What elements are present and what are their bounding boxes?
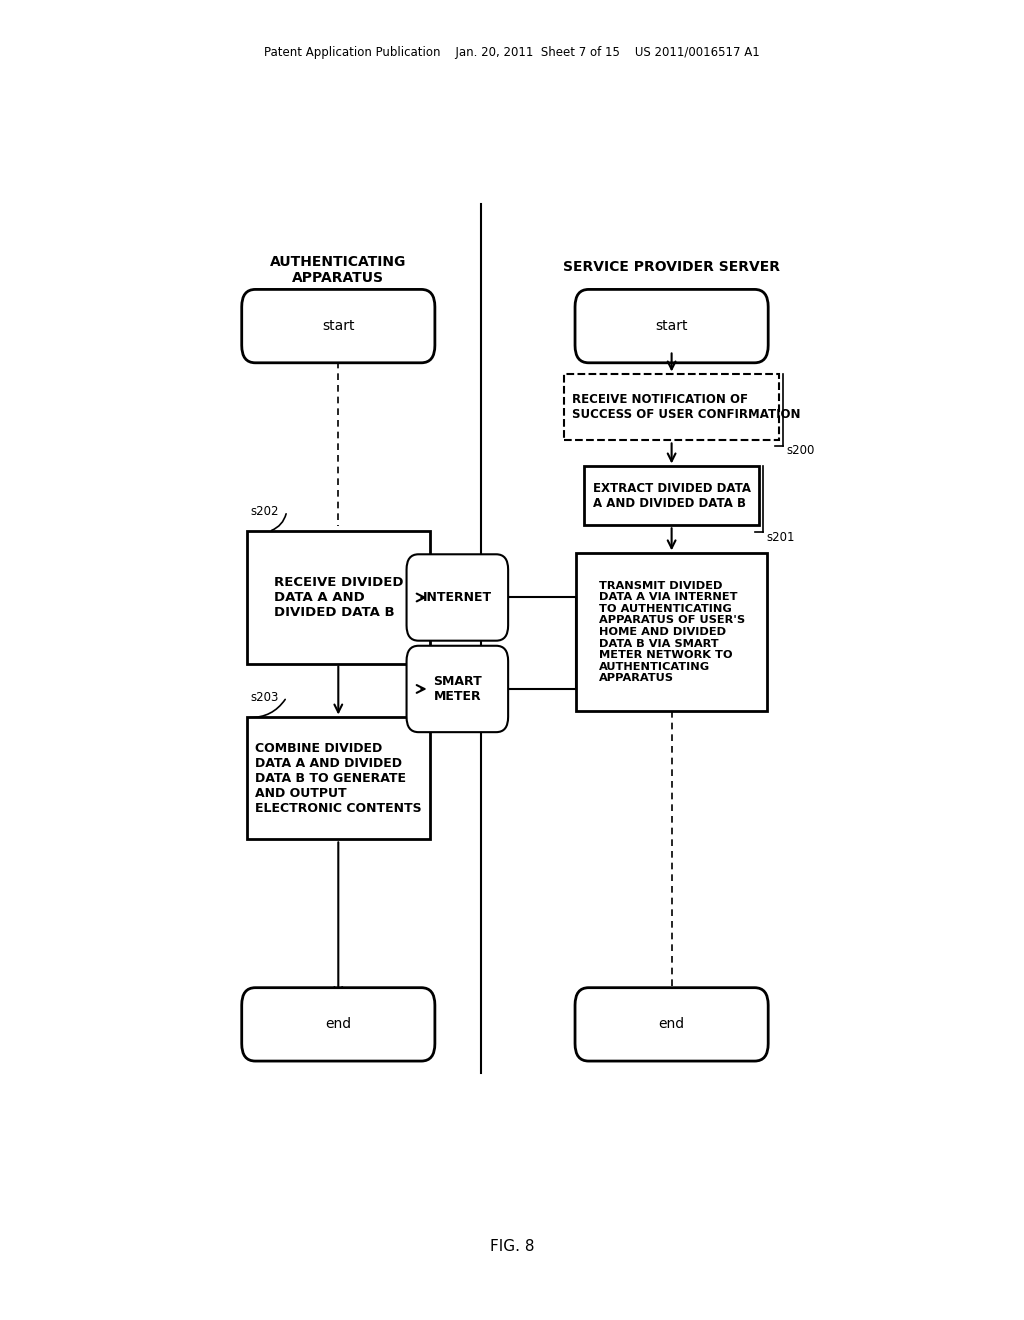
Text: Patent Application Publication    Jan. 20, 2011  Sheet 7 of 15    US 2011/001651: Patent Application Publication Jan. 20, … [264,46,760,59]
Text: end: end [658,1018,685,1031]
Text: EXTRACT DIVIDED DATA
A AND DIVIDED DATA B: EXTRACT DIVIDED DATA A AND DIVIDED DATA … [593,482,751,510]
Text: COMBINE DIVIDED
DATA A AND DIVIDED
DATA B TO GENERATE
AND OUTPUT
ELECTRONIC CONT: COMBINE DIVIDED DATA A AND DIVIDED DATA … [255,742,422,814]
Text: start: start [323,319,354,333]
Bar [577,553,767,710]
Bar [564,375,779,441]
Bar [247,532,430,664]
Bar [247,718,430,840]
Text: SERVICE PROVIDER SERVER: SERVICE PROVIDER SERVER [563,260,780,275]
FancyBboxPatch shape [242,289,435,363]
FancyBboxPatch shape [575,987,768,1061]
Text: SMART
METER: SMART METER [433,675,481,704]
Text: s202: s202 [250,504,279,517]
Text: TRANSMIT DIVIDED
DATA A VIA INTERNET
TO AUTHENTICATING
APPARATUS OF USER'S
HOME : TRANSMIT DIVIDED DATA A VIA INTERNET TO … [599,581,744,684]
Text: RECEIVE NOTIFICATION OF
SUCCESS OF USER CONFIRMATION: RECEIVE NOTIFICATION OF SUCCESS OF USER … [572,393,801,421]
Text: s203: s203 [251,690,279,704]
Text: RECEIVE DIVIDED
DATA A AND
DIVIDED DATA B: RECEIVE DIVIDED DATA A AND DIVIDED DATA … [273,576,403,619]
Text: s201: s201 [767,531,796,544]
Text: AUTHENTICATING
APPARATUS: AUTHENTICATING APPARATUS [270,255,407,285]
FancyBboxPatch shape [575,289,768,363]
Text: start: start [655,319,688,333]
Text: s200: s200 [786,444,815,457]
FancyBboxPatch shape [407,554,508,640]
FancyBboxPatch shape [242,987,435,1061]
Text: FIG. 8: FIG. 8 [489,1238,535,1254]
Text: INTERNET: INTERNET [423,591,492,605]
Text: end: end [326,1018,351,1031]
FancyBboxPatch shape [407,645,508,733]
Bar [585,466,759,525]
